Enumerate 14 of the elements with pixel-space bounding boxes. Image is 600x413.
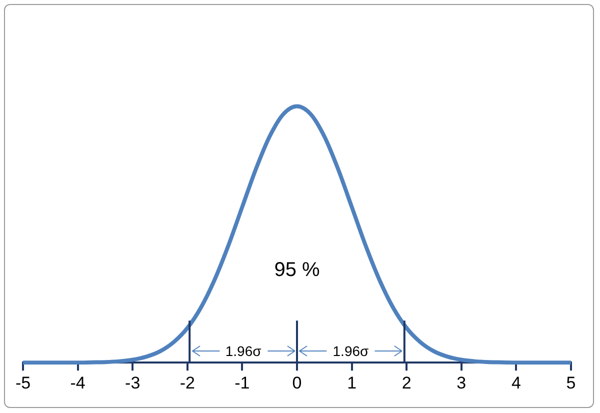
x-tick-label: 3 [456, 373, 466, 392]
annotation: 95 % [274, 258, 320, 281]
annotation: 1.96σ [225, 343, 262, 360]
annotation: 1.96σ [332, 343, 370, 360]
x-tick-label: -4 [70, 373, 86, 392]
x-tick-label: 2 [402, 373, 412, 392]
x-tick-label: -2 [180, 373, 195, 392]
x-tick-label: 0 [292, 373, 302, 392]
x-tick-label: -5 [15, 373, 31, 392]
x-tick-label: 1 [347, 373, 357, 392]
x-tick-label: -3 [125, 373, 140, 392]
x-tick-label: -1 [234, 373, 250, 392]
x-tick-label: 5 [566, 373, 576, 392]
x-tick-label: 4 [511, 373, 521, 392]
